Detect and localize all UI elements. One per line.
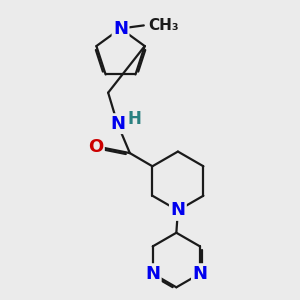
- Text: H: H: [128, 110, 141, 128]
- Text: N: N: [110, 115, 125, 133]
- Text: N: N: [170, 201, 185, 219]
- Text: N: N: [145, 265, 160, 283]
- Text: O: O: [88, 138, 103, 156]
- Text: CH₃: CH₃: [148, 18, 179, 33]
- Text: N: N: [113, 20, 128, 38]
- Text: N: N: [193, 265, 208, 283]
